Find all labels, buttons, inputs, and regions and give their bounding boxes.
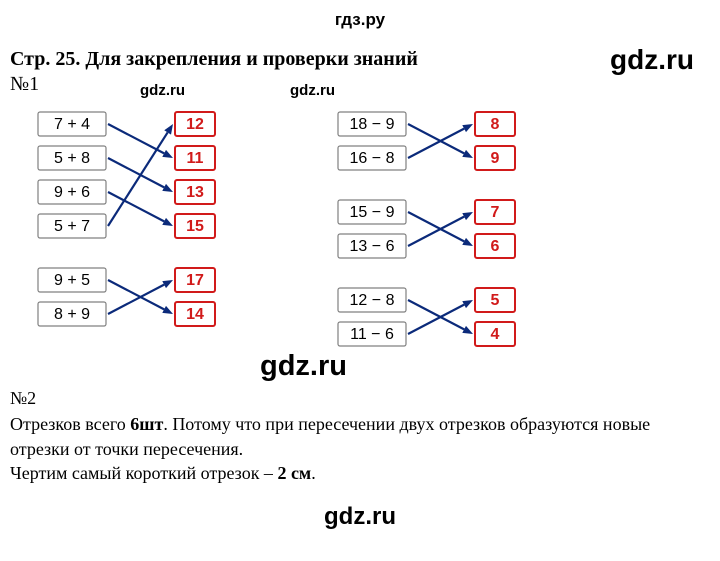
svg-text:12: 12 bbox=[186, 116, 204, 133]
svg-text:7 + 4: 7 + 4 bbox=[54, 116, 90, 133]
svg-text:7: 7 bbox=[491, 204, 500, 221]
n2-l3-a: Чертим самый короткий отрезок – bbox=[10, 463, 277, 483]
svg-text:17: 17 bbox=[186, 272, 204, 289]
exercise-2-label: №2 bbox=[10, 386, 710, 410]
svg-text:16 − 8: 16 − 8 bbox=[350, 150, 395, 167]
svg-text:15 − 9: 15 − 9 bbox=[350, 204, 395, 221]
n2-l1-c: . Потому что при пересечении двух отрезк… bbox=[163, 414, 650, 434]
svg-text:13 − 6: 13 − 6 bbox=[350, 238, 395, 255]
chart-right: 18 − 9 16 − 8 8 9 15 − 9 13 − 6 7 6 12 − 8 11 − 6… bbox=[330, 104, 550, 376]
svg-text:6: 6 bbox=[491, 238, 500, 255]
n2-l1-a: Отрезков всего bbox=[10, 414, 130, 434]
svg-text:15: 15 bbox=[186, 218, 204, 235]
page-root: гдз.ру Стр. 25. Для закрепления и провер… bbox=[0, 0, 720, 551]
exercise-2-line3: Чертим самый короткий отрезок – 2 см. bbox=[10, 461, 710, 485]
n2-l3-b: 2 см bbox=[277, 463, 311, 483]
exercise-2-block: №2 Отрезков всего 6шт. Потому что при пе… bbox=[10, 386, 710, 485]
exercise-2-line1: Отрезков всего 6шт. Потому что при перес… bbox=[10, 412, 710, 436]
svg-text:9 + 6: 9 + 6 bbox=[54, 184, 90, 201]
watermark-bottom: gdz.ru bbox=[10, 503, 710, 531]
svg-text:8 + 9: 8 + 9 bbox=[54, 306, 90, 323]
charts-container: 7 + 4 5 + 8 9 + 6 5 + 7 12 11 13 15 9 + 5 8 + 9 17… bbox=[10, 104, 710, 376]
svg-text:11 − 6: 11 − 6 bbox=[350, 326, 394, 343]
watermark-top-right: gdz.ru bbox=[610, 44, 694, 76]
page-heading: Стр. 25. Для закрепления и проверки знан… bbox=[10, 48, 710, 71]
svg-text:18 − 9: 18 − 9 bbox=[350, 116, 395, 133]
site-title: гдз.ру bbox=[10, 10, 710, 30]
chart-left: 7 + 4 5 + 8 9 + 6 5 + 7 12 11 13 15 9 + 5 8 + 9 17… bbox=[30, 104, 250, 376]
svg-text:5 + 7: 5 + 7 bbox=[54, 218, 90, 235]
svg-text:8: 8 bbox=[491, 116, 500, 133]
svg-text:12 − 8: 12 − 8 bbox=[350, 292, 395, 309]
n2-l1-b: 6шт bbox=[130, 414, 163, 434]
n2-l3-c: . bbox=[311, 463, 316, 483]
svg-text:5: 5 bbox=[491, 292, 500, 309]
heading-text: Стр. 25. Для закрепления и проверки знан… bbox=[10, 48, 418, 70]
svg-text:14: 14 bbox=[186, 306, 204, 323]
svg-text:11: 11 bbox=[187, 150, 204, 167]
svg-text:5 + 8: 5 + 8 bbox=[54, 150, 90, 167]
svg-text:4: 4 bbox=[491, 326, 500, 343]
svg-text:9: 9 bbox=[491, 150, 500, 167]
exercise-1-label: №1 bbox=[10, 73, 710, 96]
svg-text:9 + 5: 9 + 5 bbox=[54, 272, 90, 289]
exercise-2-line2: отрезки от точки пересечения. bbox=[10, 437, 710, 461]
svg-text:13: 13 bbox=[186, 184, 204, 201]
